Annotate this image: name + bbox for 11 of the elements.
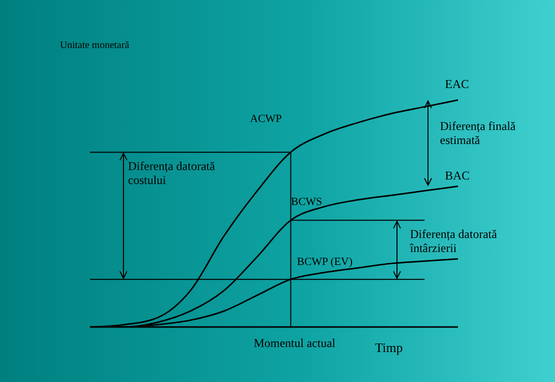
annotation: Diferența datorată întârzierii <box>409 227 498 255</box>
text: ACWP <box>250 113 282 125</box>
annotation: Diferența datorată costului <box>128 159 216 187</box>
annotation: BAC <box>445 168 470 182</box>
series-label: BCWS <box>291 196 322 208</box>
y-axis-title: Unitate monetară <box>60 40 130 51</box>
text: EAC <box>445 77 469 91</box>
annotation: Diferența finală estimată <box>440 119 516 147</box>
text: Momentul actual <box>254 336 336 350</box>
x-axis-title: Timp <box>375 340 403 355</box>
series-label: BCWP (EV) <box>297 256 353 268</box>
